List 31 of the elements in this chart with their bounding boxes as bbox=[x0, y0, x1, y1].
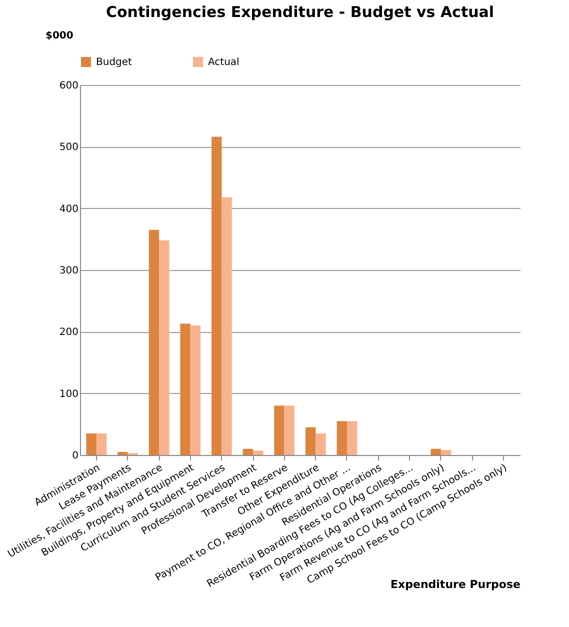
bar bbox=[336, 421, 347, 455]
bar bbox=[440, 450, 452, 455]
y-tick-label: 300 bbox=[59, 266, 78, 276]
y-tick-label: 200 bbox=[59, 327, 78, 338]
bar bbox=[242, 448, 254, 455]
bar bbox=[190, 326, 201, 455]
y-tick-label: 600 bbox=[59, 80, 78, 92]
y-tick-label: 500 bbox=[59, 142, 78, 154]
bar bbox=[86, 433, 96, 455]
legend-label: Actual bbox=[208, 57, 240, 68]
bar bbox=[253, 450, 264, 455]
bar bbox=[212, 136, 222, 455]
bar bbox=[96, 433, 107, 455]
bar bbox=[159, 240, 170, 455]
bar bbox=[148, 230, 160, 455]
bar bbox=[346, 421, 358, 455]
bar bbox=[430, 448, 441, 455]
x-axis-title: Expenditure Purpose bbox=[390, 578, 520, 592]
bar bbox=[305, 427, 316, 455]
bar bbox=[118, 452, 128, 455]
bar bbox=[180, 324, 190, 455]
bar bbox=[284, 406, 295, 455]
y-axis-title: $000 bbox=[46, 30, 74, 42]
chart-title: Contingencies Expenditure - Budget vs Actual bbox=[106, 3, 494, 21]
y-tick-label: 400 bbox=[59, 204, 78, 215]
bar bbox=[316, 433, 326, 455]
bar bbox=[274, 406, 284, 455]
legend-label: Budget bbox=[96, 57, 132, 68]
bar bbox=[222, 197, 232, 455]
y-tick-label: 0 bbox=[72, 450, 78, 462]
y-tick-label: 100 bbox=[59, 388, 78, 400]
